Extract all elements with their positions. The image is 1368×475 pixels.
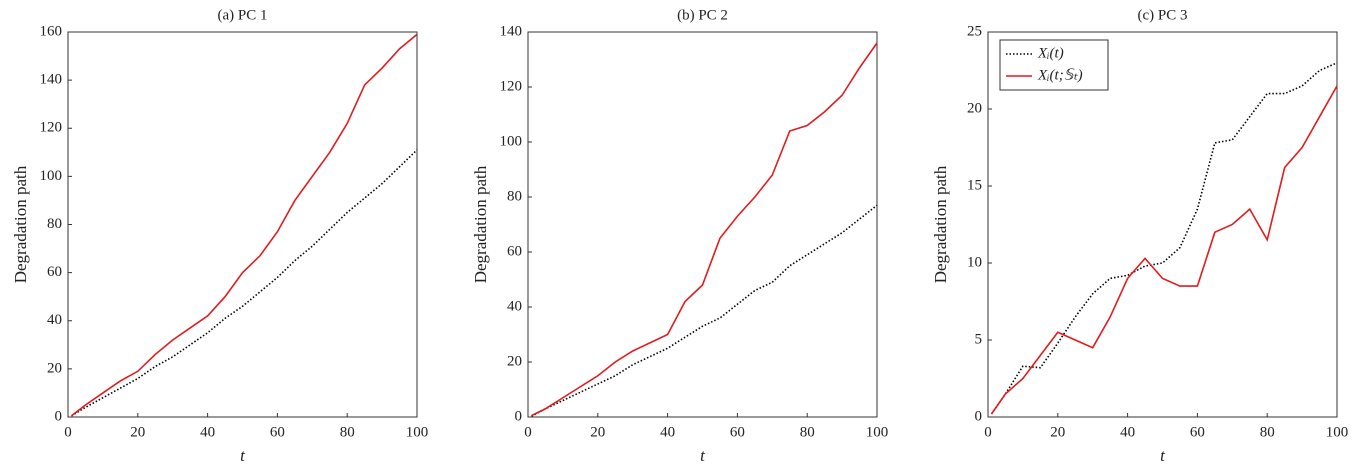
y-tick-label: 0 [515,408,523,424]
series-line [990,85,1338,415]
y-tick-label: 160 [40,23,63,39]
y-tick-label: 20 [47,360,62,376]
y-tick-label: 0 [55,408,63,424]
series-line [70,33,418,417]
x-tick-label: 40 [200,424,215,440]
x-axis-label: t [240,446,246,465]
chart-title: (c) PC 3 [1138,7,1188,23]
y-tick-label: 15 [967,177,982,193]
legend-label: Xᵢ(t;𝕊ₜ) [1037,67,1083,83]
y-tick-label: 140 [40,72,63,88]
x-axis-label: t [1160,446,1166,465]
x-tick-label: 80 [340,424,355,440]
plot-area [987,31,1338,418]
x-tick-label: 20 [590,424,605,440]
y-tick-label: 60 [47,264,62,280]
y-tick-label: 100 [40,168,63,184]
x-tick-label: 60 [270,424,285,440]
y-tick-label: 100 [500,133,523,149]
y-axis-label: Degradation path [931,165,950,283]
y-tick-label: 0 [975,408,983,424]
y-tick-label: 80 [507,188,522,204]
x-tick-label: 0 [984,424,992,440]
x-tick-label: 60 [730,424,745,440]
chart-title: (b) PC 2 [677,7,728,23]
x-tick-label: 60 [1190,424,1205,440]
y-tick-label: 80 [47,216,62,232]
plot-area [527,31,878,418]
y-axis-label: Degradation path [11,165,30,283]
y-tick-label: 5 [975,331,983,347]
x-tick-label: 40 [660,424,675,440]
x-tick-label: 0 [64,424,72,440]
y-tick-label: 60 [507,243,522,259]
x-tick-label: 80 [1260,424,1275,440]
series-line [531,204,878,417]
y-tick-label: 120 [40,120,63,136]
series-line [71,149,418,417]
series-line [990,62,1338,415]
x-tick-label: 20 [1050,424,1065,440]
chart-title: (a) PC 1 [218,7,268,23]
plot-area [67,31,418,418]
x-tick-label: 100 [1326,424,1349,440]
series-line [531,42,878,417]
x-tick-label: 100 [406,424,429,440]
x-tick-label: 20 [130,424,145,440]
y-tick-label: 120 [500,78,523,94]
x-tick-label: 100 [866,424,889,440]
x-tick-label: 0 [524,424,532,440]
y-tick-label: 25 [967,23,982,39]
y-axis-label: Degradation path [471,165,490,283]
legend-box [999,39,1109,91]
x-tick-label: 40 [1120,424,1135,440]
y-tick-label: 40 [507,298,522,314]
y-tick-label: 40 [47,312,62,328]
y-tick-label: 140 [500,23,523,39]
x-tick-label: 80 [800,424,815,440]
y-tick-label: 20 [507,353,522,369]
x-axis-label: t [700,446,706,465]
y-tick-label: 10 [967,254,982,270]
y-tick-label: 20 [967,100,982,116]
legend-label: Xᵢ(t) [1037,45,1064,61]
